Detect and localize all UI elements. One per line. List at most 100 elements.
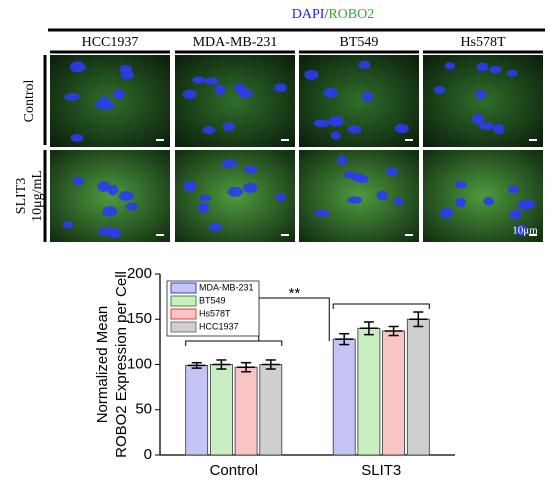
- bar: [357, 327, 381, 456]
- nucleus: [120, 70, 134, 80]
- nucleus: [204, 77, 219, 85]
- nucleus: [222, 122, 236, 132]
- nucleus: [394, 123, 409, 134]
- nucleus: [202, 126, 216, 135]
- nucleus: [356, 175, 369, 184]
- column-label: BT549: [340, 35, 379, 50]
- y-tick-label: 150: [127, 310, 152, 327]
- nucleus: [433, 85, 446, 95]
- nucleus: [508, 185, 519, 194]
- scale-bar: [281, 234, 289, 236]
- micrograph: [50, 55, 170, 147]
- nucleus: [314, 209, 330, 217]
- nucleus: [475, 89, 486, 100]
- nucleus: [69, 61, 86, 73]
- row-label: SLIT3: [14, 178, 29, 215]
- scale-bar: [156, 234, 164, 236]
- legend-swatch: [170, 308, 197, 320]
- nucleus: [192, 76, 205, 84]
- stain-title: DAPI/ROBO2: [292, 7, 374, 22]
- nucleus: [242, 182, 258, 193]
- bar: [234, 366, 258, 456]
- nucleus: [274, 83, 287, 93]
- nucleus: [97, 181, 111, 192]
- title-part: DAPI: [292, 7, 325, 22]
- scale-bar: [405, 139, 413, 141]
- nucleus: [439, 207, 454, 219]
- nucleus: [346, 196, 363, 204]
- column-label: HCC1937: [82, 35, 139, 50]
- nucleus: [323, 87, 338, 98]
- scale-bar: [156, 139, 164, 141]
- nucleus: [483, 196, 495, 206]
- nucleus: [107, 228, 122, 239]
- nucleus: [227, 186, 243, 197]
- nucleus: [64, 92, 80, 101]
- micrograph: [299, 150, 419, 242]
- bar: [185, 365, 209, 456]
- nucleus: [73, 176, 84, 186]
- nucleus: [472, 113, 485, 125]
- significance: **: [289, 285, 301, 302]
- nucleus: [385, 167, 399, 176]
- nucleus: [113, 89, 125, 100]
- nucleus: [328, 115, 344, 127]
- bar: [209, 364, 233, 456]
- nucleus: [479, 122, 495, 130]
- nucleus: [94, 100, 109, 109]
- bar: [259, 364, 283, 456]
- legend-label: HCC1937: [199, 321, 239, 331]
- bar: [332, 338, 356, 456]
- legend-label: MDA-MB-231: [199, 282, 254, 292]
- nucleus: [197, 202, 210, 213]
- nucleus: [199, 194, 211, 202]
- nucleus: [125, 202, 138, 211]
- nucleus: [275, 192, 287, 202]
- nucleus: [208, 222, 223, 232]
- bracket: [332, 303, 430, 309]
- nucleus: [243, 165, 258, 174]
- micrograph: [299, 55, 419, 147]
- nucleus: [393, 197, 404, 206]
- nucleus: [214, 84, 226, 95]
- x-tick-label: SLIT3: [361, 462, 401, 479]
- nucleus: [523, 200, 536, 209]
- bar: [382, 330, 406, 456]
- nucleus: [476, 62, 489, 72]
- nucleus: [347, 124, 362, 134]
- row-label: 10μg/mL: [30, 170, 45, 222]
- nucleus: [493, 123, 505, 135]
- scale-bar: [529, 139, 537, 141]
- nucleus: [183, 180, 197, 192]
- legend-swatch: [170, 295, 197, 307]
- nucleus: [336, 155, 348, 166]
- nucleus: [107, 184, 119, 196]
- nucleus: [313, 119, 330, 128]
- nucleus: [102, 206, 118, 217]
- y-axis-label: Normalized Mean: [94, 306, 111, 424]
- bar: [406, 318, 430, 456]
- nucleus: [515, 224, 528, 236]
- nucleus: [454, 180, 467, 189]
- nucleus: [238, 88, 253, 99]
- y-tick-label: 100: [127, 355, 152, 372]
- x-tick-label: Control: [210, 462, 258, 479]
- title-part: ROBO2: [328, 7, 374, 22]
- bracket: [185, 340, 283, 346]
- y-axis-label: ROBO2 Expression per Cell: [113, 271, 130, 458]
- bracket: [258, 297, 330, 341]
- y-tick-label: 0: [144, 446, 152, 463]
- nucleus: [343, 171, 356, 179]
- nucleus: [444, 62, 456, 70]
- title-part: /: [324, 7, 328, 22]
- nucleus: [455, 197, 467, 208]
- micrograph: [175, 55, 295, 147]
- nucleus: [362, 91, 373, 103]
- nucleus: [506, 69, 518, 77]
- scale-bar: [529, 234, 537, 236]
- column-label: Hs578T: [460, 35, 506, 50]
- nucleus: [70, 133, 84, 142]
- nucleus: [376, 190, 388, 201]
- nucleus: [182, 89, 197, 100]
